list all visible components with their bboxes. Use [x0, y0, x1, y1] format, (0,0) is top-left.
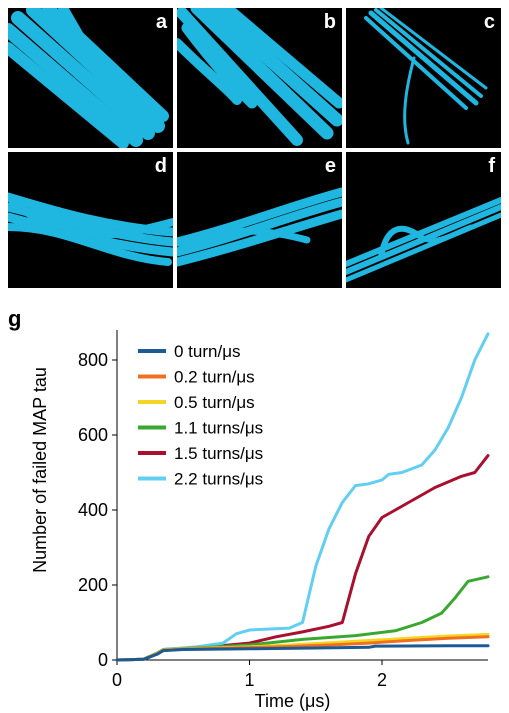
panel-f-tubes: [346, 197, 501, 283]
panel-e: e: [177, 152, 342, 288]
panel-d-label: d: [154, 155, 167, 177]
legend-entry: 0.2 turn/μs: [174, 368, 255, 387]
series-line: [115, 454, 490, 662]
panel-f-label: f: [488, 155, 495, 177]
panel-c: c: [346, 8, 501, 148]
panel-c-label: c: [483, 11, 495, 33]
panel-e-tubes: [177, 187, 342, 267]
y-tick-label: 0: [98, 650, 108, 670]
x-tick-label: 0: [112, 670, 122, 690]
panel-a: a: [8, 8, 173, 148]
y-axis-label: Number of failed MAP tau: [30, 367, 50, 573]
panel-b-tubes: [177, 8, 342, 146]
x-tick-label: 1: [244, 670, 254, 690]
legend-entry: 0.5 turn/μs: [174, 393, 255, 412]
legend-entry: 1.1 turns/μs: [174, 419, 263, 438]
x-tick-label: 2: [377, 670, 387, 690]
y-tick-label: 600: [78, 425, 108, 445]
series-line: [115, 332, 490, 662]
panel-b: b: [177, 8, 342, 148]
y-tick-label: 400: [78, 500, 108, 520]
series-line: [115, 644, 490, 662]
panel-c-tubes: [364, 8, 488, 145]
legend-entry: 1.5 turns/μs: [174, 444, 263, 463]
chart-panel-label: g: [8, 306, 22, 331]
x-axis-label: Time (μs): [255, 691, 331, 711]
legend-entry: 2.2 turns/μs: [174, 470, 263, 489]
panel-b-label: b: [323, 11, 336, 33]
panel-e-label: e: [324, 155, 336, 177]
legend-entry: 0 turn/μs: [174, 342, 241, 361]
y-tick-label: 800: [78, 350, 108, 370]
panel-a-tubes: [8, 8, 169, 148]
panel-f: f: [346, 152, 501, 288]
y-tick-label: 200: [78, 575, 108, 595]
panel-d-tubes: [8, 192, 173, 266]
panel-d: d: [8, 152, 173, 288]
panel-a-label: a: [155, 11, 167, 33]
